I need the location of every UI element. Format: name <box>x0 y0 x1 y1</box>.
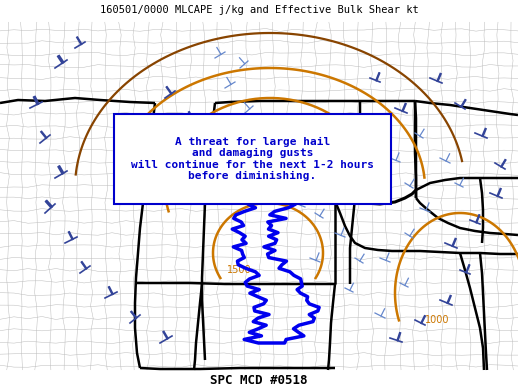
Text: SPC MCD #0518: SPC MCD #0518 <box>210 374 308 388</box>
Text: 1500: 1500 <box>227 265 252 275</box>
Text: 1000: 1000 <box>290 170 314 180</box>
Text: A threat for large hail
and damaging gusts
will continue for the next 1-2 hours
: A threat for large hail and damaging gus… <box>131 137 374 182</box>
Text: 160501/0000 MLCAPE j/kg and Effective Bulk Shear kt: 160501/0000 MLCAPE j/kg and Effective Bu… <box>99 5 419 15</box>
Text: 1000: 1000 <box>425 315 450 325</box>
Text: 250: 250 <box>310 145 328 155</box>
Bar <box>0 22 518 370</box>
Text: 500: 500 <box>325 162 343 172</box>
FancyBboxPatch shape <box>114 114 391 204</box>
